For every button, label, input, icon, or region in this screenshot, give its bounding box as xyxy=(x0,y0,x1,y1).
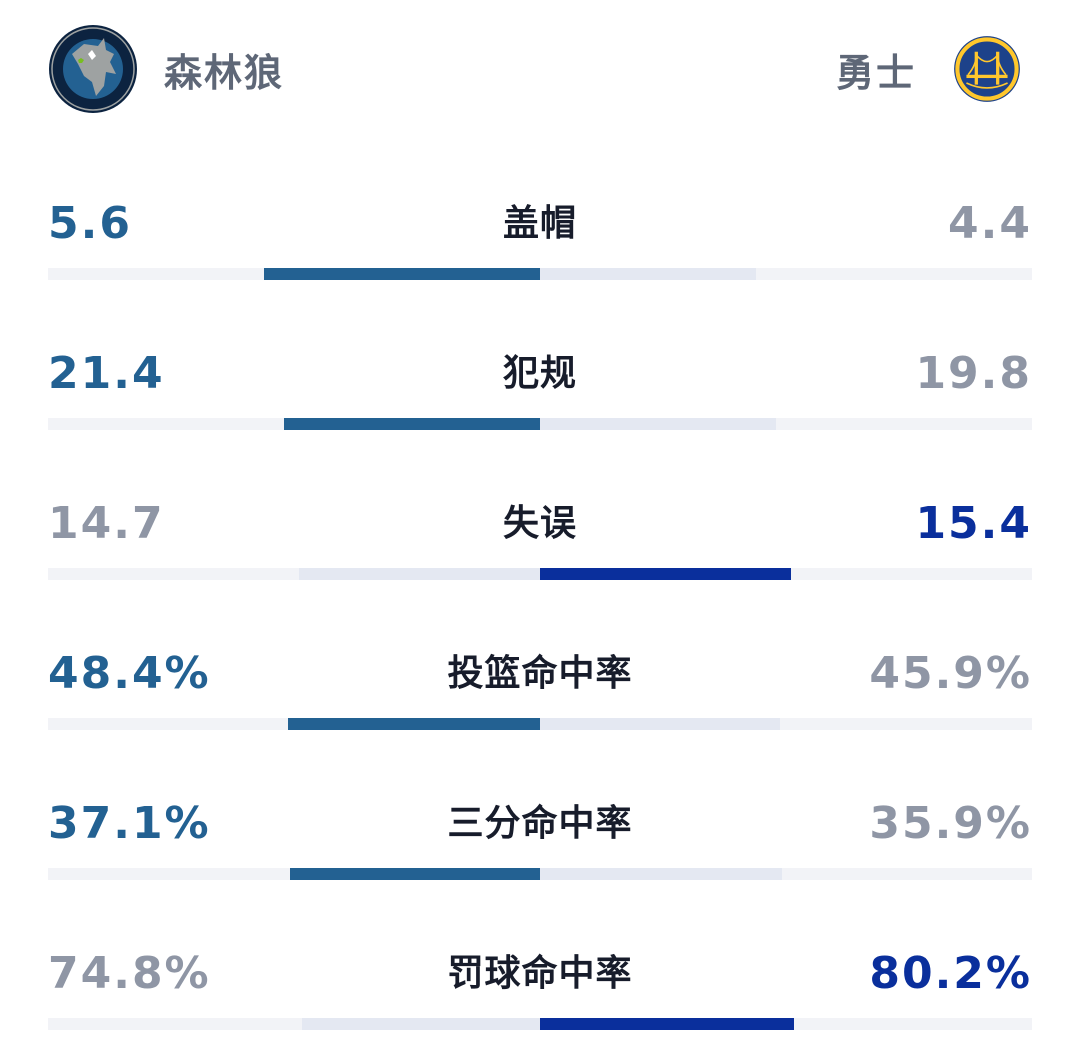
away-stat-value: 19.8 xyxy=(915,348,1032,399)
stat-row: 74.8% 罚球命中率 80.2% xyxy=(48,946,1032,1046)
stat-label: 失误 xyxy=(502,503,577,544)
stat-label: 盖帽 xyxy=(502,203,577,244)
home-stat-value: 21.4 xyxy=(48,348,165,399)
away-stat-value: 15.4 xyxy=(915,498,1032,549)
stat-label: 投篮命中率 xyxy=(447,653,633,694)
home-comparison-bar xyxy=(302,1018,540,1030)
stat-row: 21.4 犯规 19.8 xyxy=(48,346,1032,446)
away-comparison-bar xyxy=(540,268,757,280)
warriors-logo-icon xyxy=(954,36,1020,102)
team-header: 森林狼 勇士 xyxy=(0,0,1080,140)
home-stat-value: 74.8% xyxy=(48,948,211,999)
away-stat-value: 45.9% xyxy=(869,648,1032,699)
home-comparison-bar xyxy=(284,418,540,430)
home-comparison-bar xyxy=(290,868,540,880)
away-team-name: 勇士 xyxy=(835,50,916,95)
stat-label: 罚球命中率 xyxy=(447,953,633,994)
stat-row: 14.7 失误 15.4 xyxy=(48,496,1032,596)
away-stat-value: 35.9% xyxy=(869,798,1032,849)
home-stat-value: 14.7 xyxy=(48,498,165,549)
stat-label: 犯规 xyxy=(502,353,577,394)
stat-label: 三分命中率 xyxy=(447,803,633,844)
comparison-bar-track xyxy=(48,718,1032,730)
away-team[interactable]: 勇士 xyxy=(836,24,1024,114)
stat-row: 37.1% 三分命中率 35.9% xyxy=(48,796,1032,896)
away-comparison-bar xyxy=(540,568,791,580)
home-stat-value: 37.1% xyxy=(48,798,211,849)
home-team[interactable]: 森林狼 xyxy=(48,24,284,114)
away-stat-value: 4.4 xyxy=(948,198,1032,249)
comparison-bar-track xyxy=(48,418,1032,430)
away-comparison-bar xyxy=(540,1018,795,1030)
away-comparison-bar xyxy=(540,868,783,880)
stat-row: 5.6 盖帽 4.4 xyxy=(48,196,1032,296)
comparison-bar-track xyxy=(48,1018,1032,1030)
away-comparison-bar xyxy=(540,718,780,730)
stat-row: 48.4% 投篮命中率 45.9% xyxy=(48,646,1032,746)
comparison-bar-track xyxy=(48,568,1032,580)
home-comparison-bar xyxy=(287,718,540,730)
comparison-bar-track xyxy=(48,268,1032,280)
comparison-bar-track xyxy=(48,868,1032,880)
home-stat-value: 48.4% xyxy=(48,648,211,699)
home-comparison-bar xyxy=(264,268,540,280)
home-stat-value: 5.6 xyxy=(48,198,132,249)
away-comparison-bar xyxy=(540,418,777,430)
home-team-name: 森林狼 xyxy=(164,50,285,95)
home-comparison-bar xyxy=(298,568,540,580)
timberwolves-logo-icon xyxy=(49,25,137,113)
away-stat-value: 80.2% xyxy=(869,948,1032,999)
